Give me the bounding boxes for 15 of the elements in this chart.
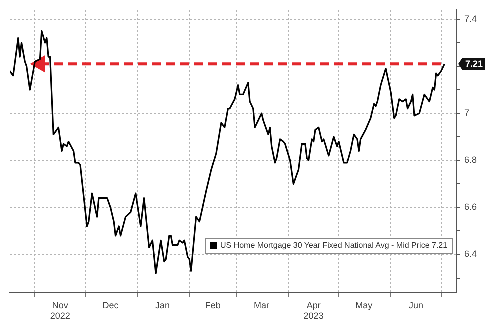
x-tick-label: Feb: [205, 300, 221, 310]
x-tick-label: Apr 2023: [304, 300, 324, 322]
y-tick-label: 7.4: [464, 14, 478, 24]
y-tick-label: 6.6: [464, 202, 478, 212]
x-tick-label: Mar: [254, 300, 270, 310]
x-tick-label: Dec: [102, 300, 120, 310]
legend-label: US Home Mortgage 30 Year Fixed National Avg - Mid Price 7.21: [220, 241, 448, 250]
x-tick-label: Jun: [408, 300, 424, 310]
x-tick-label: Jan: [155, 300, 170, 310]
annotation: 7.21: [465, 59, 484, 70]
y-tick-label: 6.4: [464, 249, 478, 260]
x-tick-label: Nov 2022: [50, 300, 70, 322]
x-tick-label: May: [356, 300, 374, 310]
y-tick-label: 6.8: [464, 155, 478, 166]
y-tick-label: 7: [464, 108, 470, 118]
